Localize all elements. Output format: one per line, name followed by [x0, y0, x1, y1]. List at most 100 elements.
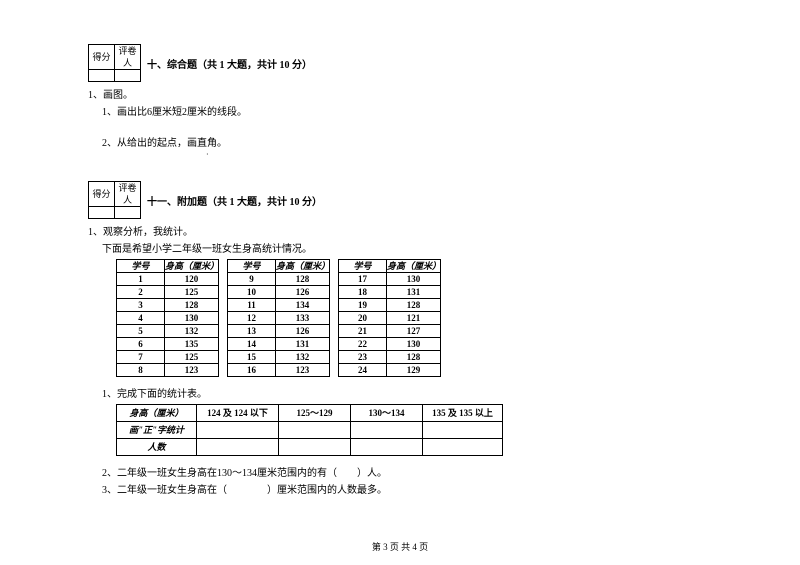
cell-id: 13 [228, 325, 276, 338]
table-row: 23128 [339, 351, 441, 364]
summary-r1-0: 画"正"字统计 [117, 422, 197, 439]
col-id-header: 学号 [228, 260, 276, 273]
q11-sub3: 3、二年级一班女生身高在（ ）厘米范围内的人数最多。 [88, 481, 560, 496]
summary-table: 身高（厘米） 124 及 124 以下 125～129 130～134 135 … [116, 404, 503, 456]
summary-row-tally: 画"正"字统计 [117, 422, 503, 439]
score-label: 得分 [89, 45, 115, 70]
cell-height: 128 [387, 299, 441, 312]
score-box-11: 得分评卷人 [88, 181, 141, 219]
cell-height: 125 [165, 351, 219, 364]
cell-id: 19 [339, 299, 387, 312]
cell-height: 132 [276, 351, 330, 364]
q11-1a: 下面是希望小学二年级一班女生身高统计情况。 [88, 240, 560, 255]
cell-height: 128 [387, 351, 441, 364]
table-row: 3128 [117, 299, 219, 312]
table-row: 16123 [228, 364, 330, 377]
cell-height: 131 [276, 338, 330, 351]
summary-h0: 身高（厘米） [117, 405, 197, 422]
section-10-header: 得分评卷人 十、综合题（共 1 大题，共计 10 分） [88, 44, 560, 82]
cell-height: 130 [165, 312, 219, 325]
table-row: 20121 [339, 312, 441, 325]
q10-1: 1、画图。 [88, 86, 560, 101]
grader-blank-11 [115, 207, 141, 219]
summary-h2: 125～129 [279, 405, 351, 422]
cell-height: 135 [165, 338, 219, 351]
data-table-0: 学号身高（厘米）11202125312841305132613571258123 [116, 259, 219, 377]
cell-id: 3 [117, 299, 165, 312]
summary-r2-0: 人数 [117, 439, 197, 456]
cell-height: 120 [165, 273, 219, 286]
summary-r1-4 [423, 422, 503, 439]
cell-height: 123 [165, 364, 219, 377]
table-row: 11134 [228, 299, 330, 312]
table-row: 22130 [339, 338, 441, 351]
summary-r2-4 [423, 439, 503, 456]
table-row: 12133 [228, 312, 330, 325]
summary-r2-1 [197, 439, 279, 456]
cell-height: 121 [387, 312, 441, 325]
cell-height: 130 [387, 273, 441, 286]
cell-id: 15 [228, 351, 276, 364]
page-footer: 第 3 页 共 4 页 [0, 540, 800, 553]
cell-id: 2 [117, 286, 165, 299]
summary-r1-2 [279, 422, 351, 439]
table-row: 10126 [228, 286, 330, 299]
cell-id: 23 [339, 351, 387, 364]
score-box: 得分评卷人 [88, 44, 141, 82]
q11-sub1: 1、完成下面的统计表。 [88, 385, 560, 400]
grader-label: 评卷人 [115, 45, 141, 70]
q11-1: 1、观察分析，我统计。 [88, 223, 560, 238]
table-row: 14131 [228, 338, 330, 351]
table-row: 17130 [339, 273, 441, 286]
summary-r1-3 [351, 422, 423, 439]
section-11-header: 得分评卷人 十一、附加题（共 1 大题，共计 10 分） [88, 181, 560, 219]
cell-id: 16 [228, 364, 276, 377]
angle-dot: · [88, 151, 560, 159]
table-row: 5132 [117, 325, 219, 338]
table-row: 9128 [228, 273, 330, 286]
q10-1b: 2、从给出的起点，画直角。 [88, 134, 560, 149]
col-id-header: 学号 [339, 260, 387, 273]
score-blank [89, 70, 115, 82]
cell-height: 123 [276, 364, 330, 377]
cell-id: 7 [117, 351, 165, 364]
table-row: 19128 [339, 299, 441, 312]
table-row: 2125 [117, 286, 219, 299]
table-row: 13126 [228, 325, 330, 338]
cell-height: 129 [387, 364, 441, 377]
col-id-header: 学号 [117, 260, 165, 273]
table-row: 24129 [339, 364, 441, 377]
cell-id: 14 [228, 338, 276, 351]
score-blank-11 [89, 207, 115, 219]
cell-id: 21 [339, 325, 387, 338]
col-height-header: 身高（厘米） [387, 260, 441, 273]
table-row: 21127 [339, 325, 441, 338]
cell-height: 127 [387, 325, 441, 338]
cell-id: 9 [228, 273, 276, 286]
summary-r2-3 [351, 439, 423, 456]
table-row: 7125 [117, 351, 219, 364]
col-height-header: 身高（厘米） [276, 260, 330, 273]
cell-id: 22 [339, 338, 387, 351]
section-11-title: 十一、附加题（共 1 大题，共计 10 分） [147, 193, 322, 208]
cell-id: 11 [228, 299, 276, 312]
cell-id: 24 [339, 364, 387, 377]
q10-1a: 1、画出比6厘米短2厘米的线段。 [88, 103, 560, 118]
section-10-title: 十、综合题（共 1 大题，共计 10 分） [147, 56, 312, 71]
table-row: 1120 [117, 273, 219, 286]
table-row: 6135 [117, 338, 219, 351]
cell-id: 18 [339, 286, 387, 299]
cell-height: 126 [276, 286, 330, 299]
data-table-2: 学号身高（厘米）17130181311912820121211272213023… [338, 259, 441, 377]
cell-height: 126 [276, 325, 330, 338]
summary-h1: 124 及 124 以下 [197, 405, 279, 422]
table-row: 8123 [117, 364, 219, 377]
table-row: 15132 [228, 351, 330, 364]
table-row: 4130 [117, 312, 219, 325]
cell-id: 5 [117, 325, 165, 338]
cell-id: 12 [228, 312, 276, 325]
summary-h4: 135 及 135 以上 [423, 405, 503, 422]
summary-h3: 130～134 [351, 405, 423, 422]
cell-id: 8 [117, 364, 165, 377]
q11-sub2: 2、二年级一班女生身高在130～134厘米范围内的有（ ）人。 [88, 464, 560, 479]
